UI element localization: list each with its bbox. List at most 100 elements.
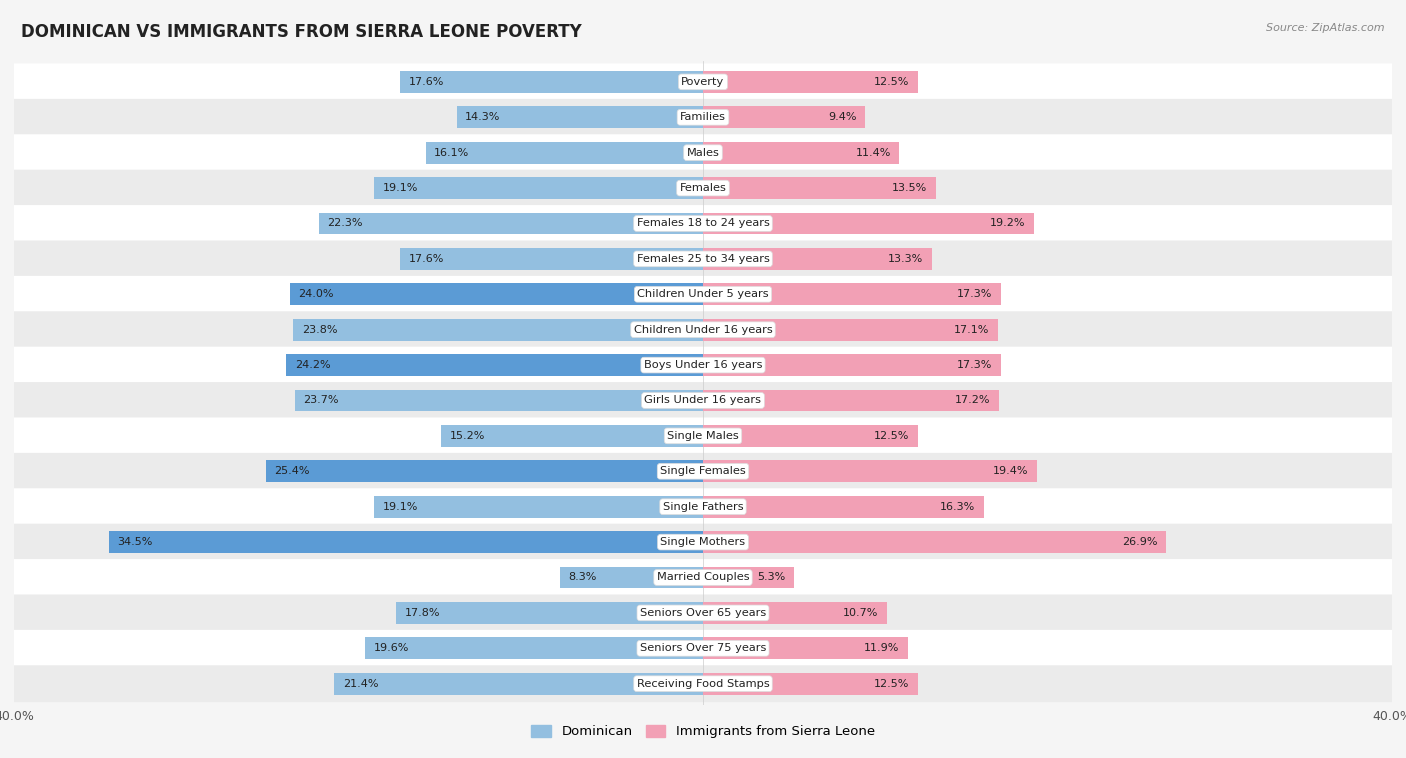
Bar bbox=[703, 106, 865, 128]
Bar bbox=[703, 142, 900, 164]
FancyBboxPatch shape bbox=[14, 418, 1392, 454]
Text: Families: Families bbox=[681, 112, 725, 122]
Text: 11.9%: 11.9% bbox=[863, 644, 900, 653]
FancyBboxPatch shape bbox=[14, 559, 1392, 596]
Text: 22.3%: 22.3% bbox=[328, 218, 363, 228]
Text: 25.4%: 25.4% bbox=[274, 466, 309, 476]
Bar bbox=[703, 318, 997, 340]
Text: 26.9%: 26.9% bbox=[1122, 537, 1157, 547]
Text: 24.0%: 24.0% bbox=[298, 290, 333, 299]
Bar bbox=[703, 531, 1167, 553]
Bar bbox=[457, 106, 703, 128]
FancyBboxPatch shape bbox=[14, 524, 1392, 560]
Text: 17.3%: 17.3% bbox=[957, 290, 993, 299]
Text: Girls Under 16 years: Girls Under 16 years bbox=[644, 396, 762, 406]
Text: 17.6%: 17.6% bbox=[409, 77, 444, 87]
Text: 34.5%: 34.5% bbox=[117, 537, 153, 547]
Text: 19.6%: 19.6% bbox=[374, 644, 409, 653]
Bar bbox=[290, 283, 703, 305]
Text: 12.5%: 12.5% bbox=[875, 431, 910, 441]
Bar bbox=[703, 390, 1000, 412]
Text: Single Mothers: Single Mothers bbox=[661, 537, 745, 547]
Text: Females 18 to 24 years: Females 18 to 24 years bbox=[637, 218, 769, 228]
Text: 10.7%: 10.7% bbox=[844, 608, 879, 618]
Bar bbox=[703, 496, 984, 518]
FancyBboxPatch shape bbox=[14, 64, 1392, 100]
Text: 5.3%: 5.3% bbox=[758, 572, 786, 582]
Text: DOMINICAN VS IMMIGRANTS FROM SIERRA LEONE POVERTY: DOMINICAN VS IMMIGRANTS FROM SIERRA LEON… bbox=[21, 23, 582, 41]
Text: 21.4%: 21.4% bbox=[343, 678, 378, 689]
Text: 14.3%: 14.3% bbox=[465, 112, 501, 122]
FancyBboxPatch shape bbox=[14, 382, 1392, 419]
Text: 13.5%: 13.5% bbox=[891, 183, 927, 193]
Text: Females 25 to 34 years: Females 25 to 34 years bbox=[637, 254, 769, 264]
FancyBboxPatch shape bbox=[14, 312, 1392, 348]
Bar bbox=[703, 212, 1033, 234]
Text: Single Males: Single Males bbox=[666, 431, 740, 441]
Text: Receiving Food Stamps: Receiving Food Stamps bbox=[637, 678, 769, 689]
Bar bbox=[703, 566, 794, 588]
Text: 17.1%: 17.1% bbox=[953, 324, 988, 335]
Bar bbox=[703, 602, 887, 624]
Text: Boys Under 16 years: Boys Under 16 years bbox=[644, 360, 762, 370]
Text: 15.2%: 15.2% bbox=[450, 431, 485, 441]
Bar bbox=[374, 496, 703, 518]
Text: 19.1%: 19.1% bbox=[382, 183, 418, 193]
Bar bbox=[703, 460, 1038, 482]
Bar bbox=[374, 177, 703, 199]
Text: 17.6%: 17.6% bbox=[409, 254, 444, 264]
Text: 19.2%: 19.2% bbox=[990, 218, 1025, 228]
FancyBboxPatch shape bbox=[14, 630, 1392, 667]
Text: Source: ZipAtlas.com: Source: ZipAtlas.com bbox=[1267, 23, 1385, 33]
Text: 24.2%: 24.2% bbox=[295, 360, 330, 370]
Bar bbox=[560, 566, 703, 588]
FancyBboxPatch shape bbox=[14, 99, 1392, 136]
Bar bbox=[287, 354, 703, 376]
Bar bbox=[703, 71, 918, 93]
Bar bbox=[396, 602, 703, 624]
Text: 9.4%: 9.4% bbox=[828, 112, 856, 122]
Text: Married Couples: Married Couples bbox=[657, 572, 749, 582]
FancyBboxPatch shape bbox=[14, 134, 1392, 171]
Text: 23.7%: 23.7% bbox=[304, 396, 339, 406]
Text: 17.3%: 17.3% bbox=[957, 360, 993, 370]
Text: Children Under 16 years: Children Under 16 years bbox=[634, 324, 772, 335]
Bar bbox=[266, 460, 703, 482]
Text: 13.3%: 13.3% bbox=[889, 254, 924, 264]
FancyBboxPatch shape bbox=[14, 346, 1392, 384]
FancyBboxPatch shape bbox=[14, 488, 1392, 525]
Text: Seniors Over 65 years: Seniors Over 65 years bbox=[640, 608, 766, 618]
Text: Single Fathers: Single Fathers bbox=[662, 502, 744, 512]
Text: 19.1%: 19.1% bbox=[382, 502, 418, 512]
Text: 8.3%: 8.3% bbox=[568, 572, 598, 582]
Bar bbox=[426, 142, 703, 164]
Bar bbox=[399, 71, 703, 93]
Text: 17.2%: 17.2% bbox=[955, 396, 991, 406]
Text: 16.3%: 16.3% bbox=[939, 502, 976, 512]
Text: 16.1%: 16.1% bbox=[434, 148, 470, 158]
Text: 23.8%: 23.8% bbox=[302, 324, 337, 335]
Text: 12.5%: 12.5% bbox=[875, 678, 910, 689]
Bar bbox=[108, 531, 703, 553]
Bar bbox=[292, 318, 703, 340]
Text: Single Females: Single Females bbox=[661, 466, 745, 476]
Text: 11.4%: 11.4% bbox=[855, 148, 891, 158]
Text: Poverty: Poverty bbox=[682, 77, 724, 87]
Text: 17.8%: 17.8% bbox=[405, 608, 440, 618]
Bar bbox=[319, 212, 703, 234]
Bar bbox=[703, 425, 918, 447]
Bar bbox=[703, 354, 1001, 376]
FancyBboxPatch shape bbox=[14, 205, 1392, 242]
Text: Females: Females bbox=[679, 183, 727, 193]
Text: Children Under 5 years: Children Under 5 years bbox=[637, 290, 769, 299]
Bar bbox=[441, 425, 703, 447]
Bar bbox=[703, 283, 1001, 305]
Bar bbox=[295, 390, 703, 412]
Text: 19.4%: 19.4% bbox=[993, 466, 1029, 476]
Bar bbox=[703, 177, 935, 199]
Bar bbox=[703, 248, 932, 270]
Bar bbox=[366, 637, 703, 659]
Text: Seniors Over 75 years: Seniors Over 75 years bbox=[640, 644, 766, 653]
Text: Males: Males bbox=[686, 148, 720, 158]
FancyBboxPatch shape bbox=[14, 666, 1392, 702]
